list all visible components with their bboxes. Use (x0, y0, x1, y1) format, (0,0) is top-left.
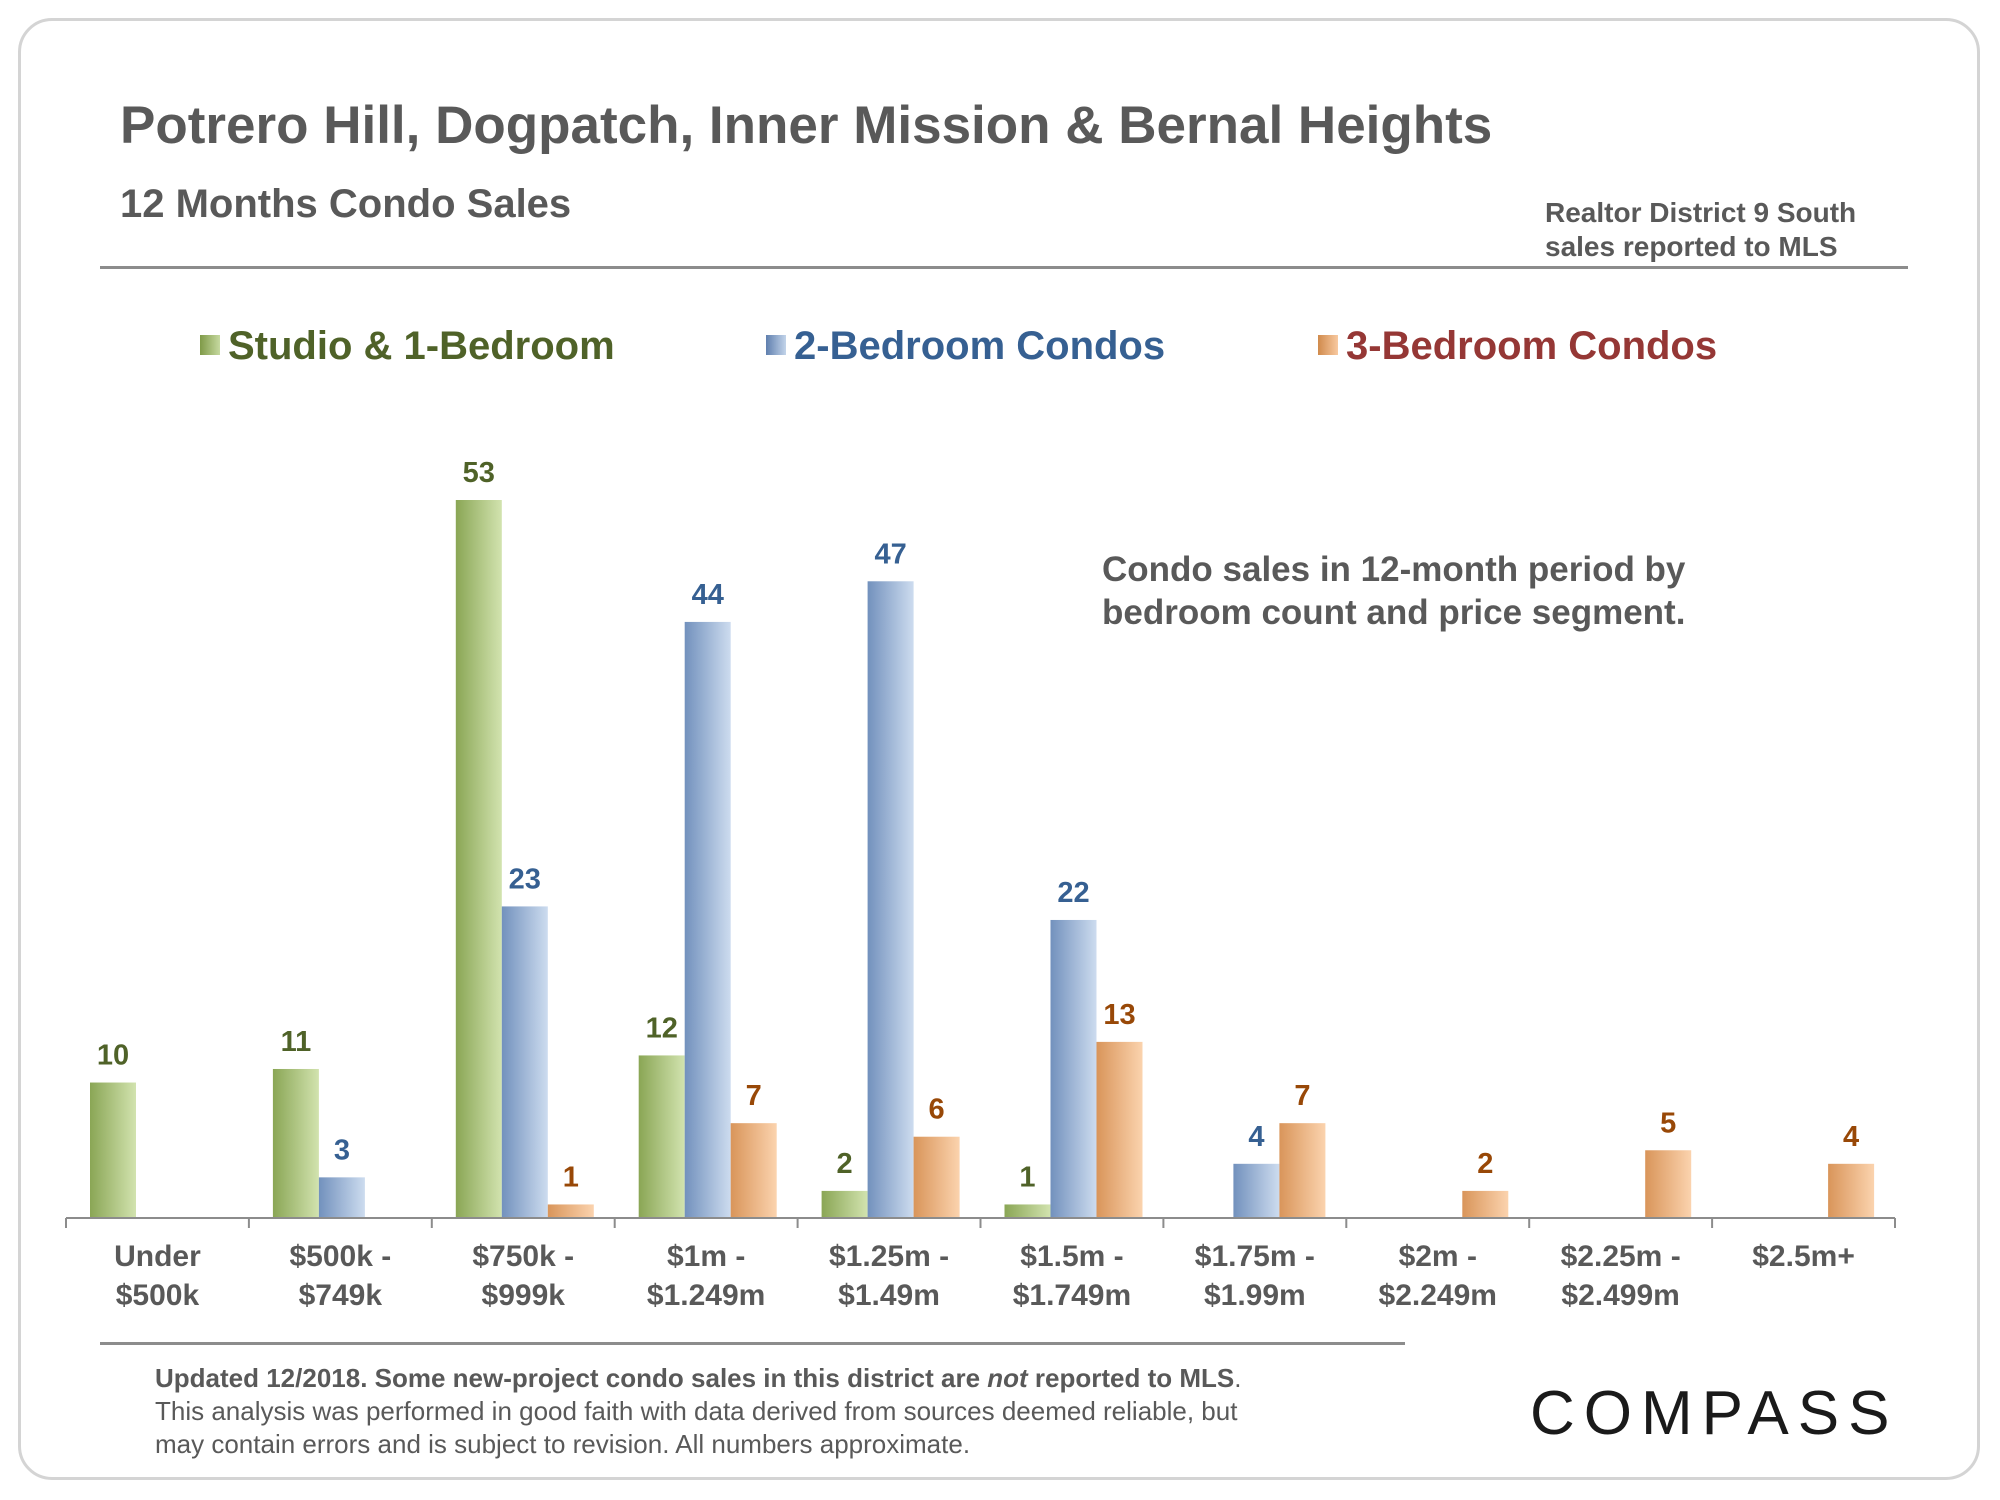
data-label-three-bed-8: 5 (1660, 1107, 1676, 1139)
legend-item-two-bed: 2-Bedroom Condos (766, 324, 1165, 369)
legend-label-three-bed: 3-Bedroom Condos (1346, 324, 1718, 368)
bar-two-bed-6 (1233, 1163, 1280, 1218)
x-tick-label-6: $1.75m -$1.99m (1195, 1240, 1315, 1312)
district-note-line1: Realtor District 9 South (1545, 197, 1857, 228)
legend-swatch-three-bed (1318, 335, 1338, 355)
bar-studio-2 (455, 500, 502, 1218)
bar-two-bed-3 (684, 621, 731, 1218)
x-tick-label-2: $750k -$999k (472, 1240, 574, 1312)
bar-two-bed-2 (501, 906, 548, 1218)
data-label-studio-5: 1 (1019, 1161, 1035, 1193)
data-label-two-bed-5: 22 (1057, 877, 1089, 909)
chart-subtitle: 12 Months Condo Sales (120, 182, 572, 226)
data-label-studio-4: 2 (837, 1148, 853, 1180)
chart-annotation: Condo sales in 12-month period by bedroo… (1102, 548, 1685, 634)
x-tick-label-0: Under $500k (114, 1240, 201, 1312)
bar-three-bed-8 (1645, 1150, 1692, 1218)
footnote-line3: may contain errors and is subject to rev… (155, 1429, 971, 1459)
legend-swatch-two-bed (766, 335, 786, 355)
footer-divider (100, 1342, 1405, 1345)
bar-studio-5 (1004, 1204, 1051, 1218)
annotation-line2: bedroom count and price segment. (1102, 593, 1686, 632)
district-note-line2: sales reported to MLS (1545, 231, 1838, 262)
bar-two-bed-4 (867, 581, 914, 1218)
footnote-lead-after: reported to MLS (1027, 1363, 1235, 1393)
bar-three-bed-2 (547, 1204, 594, 1218)
bar-three-bed-7 (1462, 1190, 1509, 1218)
legend-label-studio: Studio & 1-Bedroom (228, 324, 615, 368)
data-label-two-bed-1: 3 (334, 1134, 350, 1166)
bar-three-bed-3 (730, 1123, 777, 1218)
data-label-three-bed-7: 2 (1477, 1148, 1493, 1180)
x-tick-label-1: $500k -$749k (289, 1240, 391, 1312)
bar-two-bed-5 (1050, 919, 1097, 1218)
footnote-period: . (1234, 1363, 1242, 1393)
bar-studio-0 (90, 1082, 136, 1218)
bar-three-bed-4 (913, 1136, 960, 1218)
x-tick-label-7: $2m -$2.249m (1379, 1240, 1497, 1312)
header-divider (100, 266, 1908, 269)
data-label-studio-2: 53 (463, 457, 495, 489)
x-tick-label-3: $1m -$1.249m (647, 1240, 765, 1312)
legend-item-three-bed: 3-Bedroom Condos (1318, 324, 1717, 369)
x-axis: Under $500k $500k -$749k $750k -$999k $1m -$… (65, 1217, 1896, 1312)
footnote-line2: This analysis was performed in good fait… (155, 1396, 1238, 1426)
compass-logo: COMPASS (1530, 1379, 1899, 1448)
footnote-lead-before: Updated 12/2018. Some new-project condo … (155, 1363, 988, 1393)
bar-two-bed-1 (318, 1177, 365, 1218)
data-label-three-bed-6: 7 (1294, 1080, 1310, 1112)
slide-card (18, 18, 1980, 1480)
data-label-two-bed-3: 44 (692, 579, 724, 611)
data-label-two-bed-6: 4 (1248, 1121, 1264, 1153)
annotation-line1: Condo sales in 12-month period by (1102, 550, 1686, 589)
bar-three-bed-5 (1096, 1041, 1143, 1218)
data-label-three-bed-2: 1 (563, 1161, 579, 1193)
x-tick-label-4: $1.25m -$1.49m (829, 1240, 949, 1312)
chart-title: Potrero Hill, Dogpatch, Inner Mission & … (120, 96, 1493, 155)
legend-swatch-studio (200, 335, 220, 355)
bar-studio-4 (821, 1190, 868, 1218)
x-tick-label-8: $2.25m -$2.499m (1561, 1240, 1681, 1312)
data-label-three-bed-5: 13 (1103, 999, 1135, 1031)
bar-studio-3 (638, 1055, 685, 1218)
data-label-studio-3: 12 (646, 1012, 678, 1044)
legend-label-two-bed: 2-Bedroom Condos (794, 324, 1166, 368)
bar-three-bed-9 (1828, 1163, 1875, 1218)
district-note: Realtor District 9 South sales reported … (1545, 196, 1856, 264)
footnote-lead-emph: not (987, 1363, 1028, 1393)
footnote: Updated 12/2018. Some new-project condo … (155, 1362, 1335, 1461)
bar-studio-1 (272, 1068, 319, 1218)
data-label-two-bed-4: 47 (874, 538, 906, 570)
x-tick-label-5: $1.5m -$1.749m (1013, 1240, 1131, 1312)
data-label-three-bed-9: 4 (1843, 1121, 1859, 1153)
data-label-three-bed-4: 6 (929, 1094, 945, 1126)
x-tick-label-9: $2.5m+ (1752, 1240, 1855, 1273)
footnote-line1: Updated 12/2018. Some new-project condo … (155, 1362, 1335, 1395)
data-label-studio-1: 11 (281, 1026, 312, 1058)
data-label-three-bed-3: 7 (746, 1080, 762, 1112)
data-label-two-bed-2: 23 (509, 863, 541, 895)
data-label-studio-0: 10 (97, 1040, 129, 1072)
legend-item-studio: Studio & 1-Bedroom (200, 324, 615, 369)
bar-three-bed-6 (1279, 1123, 1326, 1218)
